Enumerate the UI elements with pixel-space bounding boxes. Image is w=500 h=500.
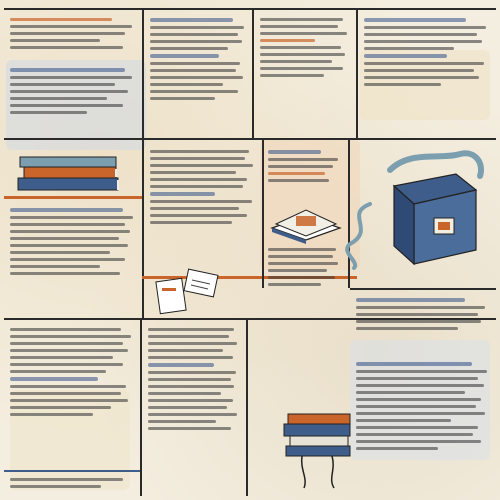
books-icon (17, 156, 119, 191)
panel-center-middle (150, 146, 258, 270)
left-column-divider (142, 8, 144, 318)
orange-rule-center (142, 276, 357, 279)
panel-center-right-lower (268, 244, 344, 314)
lower-rule (4, 318, 496, 320)
text-block-right-top (364, 18, 492, 86)
text-block-bottom-left (10, 328, 136, 416)
panel-left-upper (10, 64, 138, 134)
right-lower-rule (350, 288, 496, 290)
orange-rule-left (4, 196, 142, 199)
panel-bottom-center (148, 324, 242, 494)
text-block-bottom-left-footer (10, 478, 136, 488)
text-block-right-middle (356, 298, 492, 330)
panel-bottom-left-footer (10, 474, 136, 496)
decorative-swirl (345, 202, 372, 270)
books-icon-bottom (283, 413, 351, 489)
mid-rule (4, 138, 496, 140)
text-block-bottom-center (148, 328, 242, 430)
panel-top-left (10, 14, 138, 58)
text-block-top-left (10, 18, 138, 49)
text-block-left-upper (10, 68, 138, 114)
bottom-left-divider (140, 318, 142, 496)
panel-right-lower (356, 358, 492, 494)
text-block-left-middle (10, 208, 138, 275)
top-rule (4, 8, 496, 10)
panel-center-right-top (260, 14, 352, 134)
center-column-divider (252, 8, 254, 138)
panel-right-middle (356, 294, 492, 354)
open-book-icon (270, 209, 342, 244)
text-block-center-top (150, 18, 248, 100)
blue-rule-lower (4, 470, 140, 472)
panel-right-top (364, 14, 492, 134)
text-block-center-right-middle (268, 150, 344, 182)
text-block-right-lower (356, 362, 492, 450)
text-block-center-right-lower (268, 248, 344, 286)
text-block-center-middle (150, 150, 258, 224)
right-column-divider (356, 8, 358, 138)
documents-icon (155, 268, 219, 315)
panel-center-right-middle (268, 146, 344, 196)
panel-bottom-left (10, 324, 136, 464)
panel-center-top (150, 14, 248, 134)
file-box-icon (387, 150, 484, 266)
panel-left-middle (10, 204, 138, 312)
right-lower-divider (348, 138, 350, 288)
bottom-center-divider (246, 318, 248, 496)
center-lower-divider (262, 138, 264, 288)
text-block-center-right-top (260, 18, 352, 77)
